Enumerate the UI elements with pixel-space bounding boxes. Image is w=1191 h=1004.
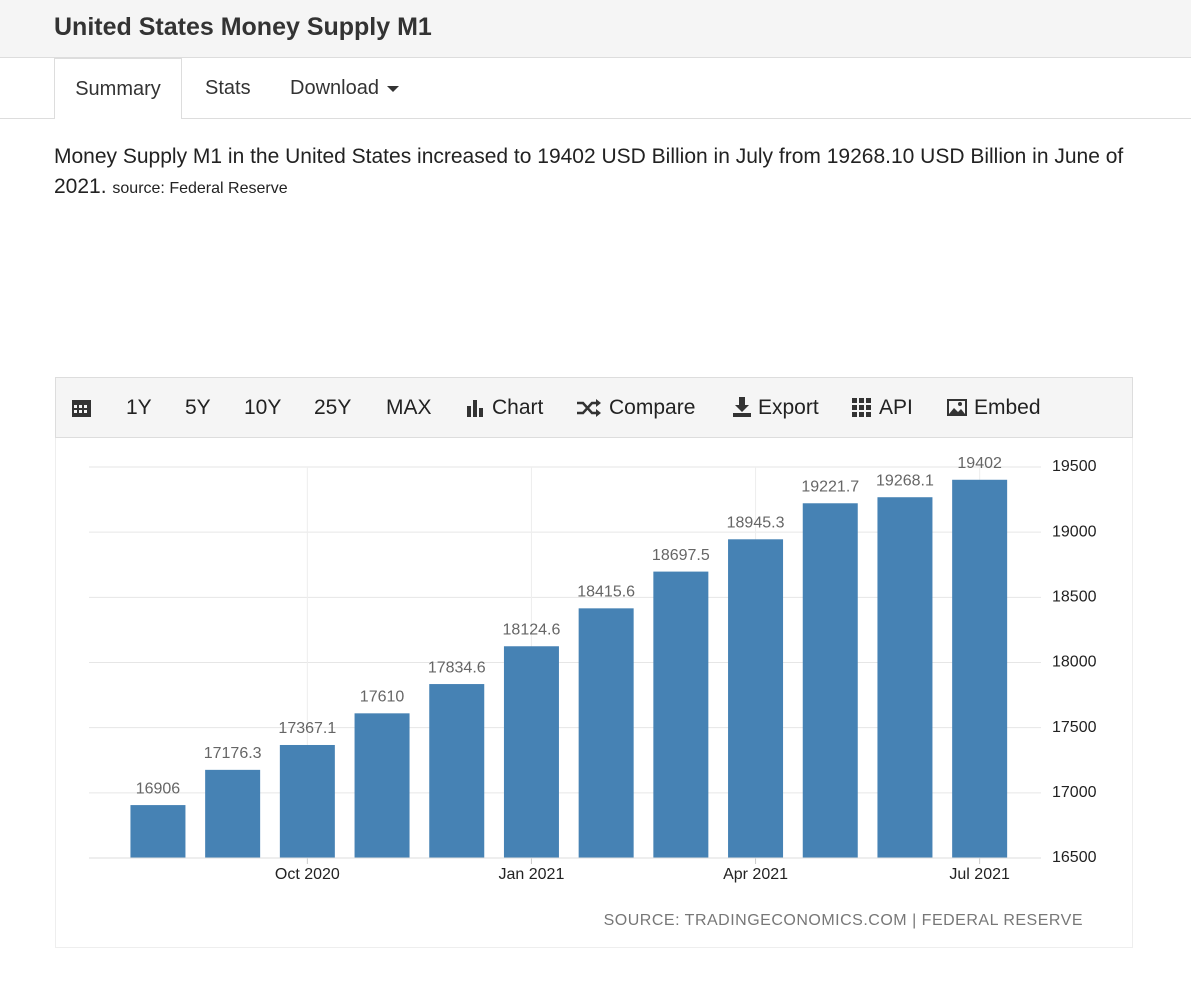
caret [386,85,399,92]
summary: Money Supply M1 in the United States inc… [54,142,1139,204]
tab-label: Download [290,77,379,99]
chart-source: SOURCE: TRADINGECONOMICS.COM | FEDERAL R… [604,912,1083,929]
value-label: 17176.3 [204,745,262,762]
range-button[interactable]: 1Y [126,396,152,419]
bar [728,539,784,858]
tab[interactable]: Stats [205,77,251,99]
bar [354,713,410,858]
bar [653,571,709,858]
value-label: 19268.1 [876,472,934,489]
page-title: United States Money Supply M1 [54,13,432,41]
tab[interactable]: Summary [54,58,182,119]
value-label: 17610 [360,689,405,706]
x-tick-label: Jan 2021 [499,866,565,883]
x-tick-label: Jul 2021 [949,866,1010,883]
value-label: 17367.1 [278,720,336,737]
toolbar-button[interactable]: Embed [974,396,1041,419]
range-button[interactable]: MAX [386,396,432,419]
value-label: 19402 [957,455,1002,472]
value-label: 18697.5 [652,547,710,564]
toolbar-button[interactable]: API [879,396,913,419]
toolbar: 1Y 5Y 10Y 25Y MAX Chart Compare Export A… [55,377,1133,438]
chart-icon [467,400,483,417]
x-tick-label: Oct 2020 [275,866,340,883]
range-button[interactable]: 10Y [244,396,282,419]
bar [279,744,335,858]
embed-icon [947,399,967,416]
compare-icon [577,399,601,417]
value-label: 16906 [136,780,181,797]
value-label: 17834.6 [428,659,486,676]
bar [205,769,261,858]
chart-container: 16500 17000 17500 18000 18500 19000 19500 16906… [55,438,1133,948]
y-tick-label: 16500 [1052,849,1097,866]
y-tick-label: 17000 [1052,784,1097,801]
y-tick-label: 19000 [1052,523,1097,540]
toolbar-button[interactable]: Compare [609,396,696,419]
range-button[interactable]: 25Y [314,396,352,419]
y-tick-label: 17500 [1052,719,1097,736]
header: United States Money Supply M1 [0,0,1191,58]
source: source: Federal Reserve [112,180,288,197]
y-tick-label: 18500 [1052,589,1097,606]
export-icon [733,397,751,417]
api-icon [852,398,871,417]
chart: 16500 17000 17500 18000 18500 19000 19500 16906… [89,455,1097,929]
bar [503,646,559,858]
bar [429,684,485,858]
bar [802,503,858,858]
value-label: 19221.7 [801,478,859,495]
x-tick-label: Apr 2021 [723,866,788,883]
bar [130,805,186,858]
y-tick-label: 19500 [1052,458,1097,475]
range-button[interactable]: 5Y [185,396,211,419]
toolbar-button[interactable]: Export [758,396,819,419]
value-label: 18124.6 [503,621,561,638]
value-label: 18945.3 [727,515,785,532]
summary-text: Money Supply M1 in the United States inc… [54,145,1124,198]
bar [578,608,634,858]
toolbar-button[interactable]: Chart [492,396,544,419]
calendar-icon[interactable] [71,397,93,419]
tab[interactable]: Download [290,77,399,100]
bar [877,497,933,858]
y-tick-label: 18000 [1052,654,1097,671]
bar [952,479,1008,858]
tab-bar: Summary Stats Download [0,58,1191,119]
value-label: 18415.6 [577,584,635,601]
